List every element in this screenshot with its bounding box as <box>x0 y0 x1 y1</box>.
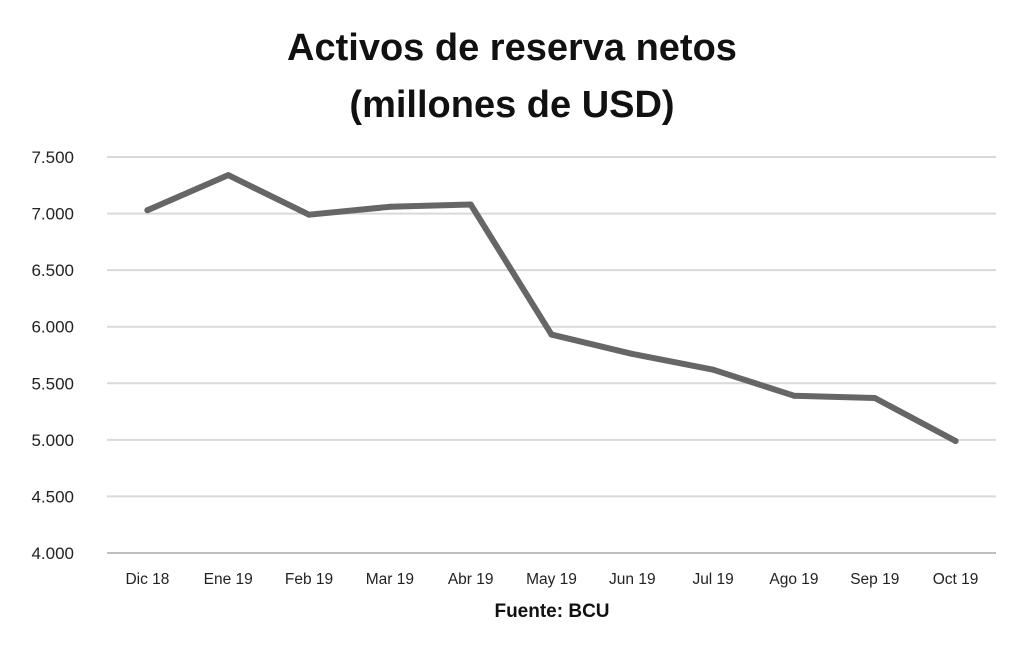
x-tick-label: Ago 19 <box>769 571 818 588</box>
x-tick-label: Sep 19 <box>850 571 899 588</box>
y-tick-label: 6.500 <box>31 261 74 280</box>
data-point <box>144 207 151 214</box>
x-tick-label: Jul 19 <box>692 571 733 588</box>
x-tick-label: Abr 19 <box>448 571 494 588</box>
data-point <box>306 211 313 218</box>
x-tick-label: May 19 <box>526 571 577 588</box>
y-tick-label: 7.000 <box>31 205 74 224</box>
data-point <box>225 172 232 179</box>
x-tick-label: Oct 19 <box>933 571 979 588</box>
y-tick-label: 4.000 <box>31 544 74 563</box>
y-tick-label: 5.500 <box>31 374 74 393</box>
source-note: Fuente: BCU <box>494 601 609 622</box>
data-point <box>871 394 878 401</box>
series-layer <box>144 172 959 444</box>
x-tick-label: Jun 19 <box>609 571 656 588</box>
data-point <box>467 201 474 208</box>
gridlines <box>107 156 996 554</box>
chart-title-line-1: Activos de reserva netos <box>287 27 737 69</box>
x-axis-ticks: Dic 18 Ene 19 Feb 19 Mar 19 Abr 19 May 19 Jun … <box>125 571 978 588</box>
x-tick-label: Mar 19 <box>366 571 414 588</box>
x-tick-label: Dic 18 <box>125 571 169 588</box>
y-tick-label: 6.000 <box>31 318 74 337</box>
data-point <box>710 366 717 373</box>
y-axis-ticks: 4.000 4.500 5.000 5.500 6.000 6.500 7.000 7.500 <box>31 148 74 563</box>
y-tick-label: 5.000 <box>31 431 74 450</box>
chart-title-line-2: (millones de USD) <box>349 84 674 126</box>
data-point <box>386 203 393 210</box>
y-tick-label: 4.500 <box>31 487 74 506</box>
data-point <box>548 331 555 338</box>
x-tick-label: Ene 19 <box>204 571 253 588</box>
data-point <box>790 392 797 399</box>
x-tick-label: Feb 19 <box>285 571 333 588</box>
series-line <box>144 172 959 444</box>
y-tick-label: 7.500 <box>31 148 74 167</box>
data-point <box>952 437 959 444</box>
data-point <box>629 350 636 357</box>
